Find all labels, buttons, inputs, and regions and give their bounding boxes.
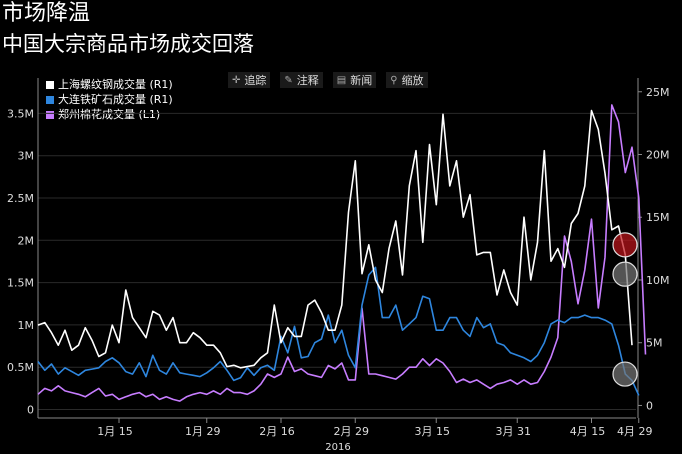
series-layer bbox=[37, 104, 647, 402]
legend-item-rebar: 上海螺纹钢成交量 (R1) bbox=[46, 77, 173, 92]
legend-swatch-iron bbox=[46, 95, 54, 104]
right-axis-tick-label: 25M bbox=[646, 86, 670, 99]
legend-swatch-rebar bbox=[46, 80, 54, 89]
series-line-cotton bbox=[37, 104, 647, 402]
right-axis: 0 5M 10M 15M 20M 25M bbox=[637, 78, 670, 418]
x-axis-tick-label: 1月 15 bbox=[97, 425, 133, 438]
left-axis: 0 0.5M 1M 1.5M 2M 2.5M 3M 3.5M bbox=[7, 78, 39, 418]
series-line-iron bbox=[37, 266, 640, 396]
grid-lines bbox=[38, 112, 636, 411]
left-axis-tick-label: 1M bbox=[18, 319, 35, 332]
x-axis-tick-label: 4月 15 bbox=[570, 425, 606, 438]
toolbar-news-label: 新闻 bbox=[350, 74, 373, 87]
left-axis-tick-label: 0 bbox=[27, 404, 34, 417]
x-axis-tick-label: 4月 29 bbox=[617, 425, 653, 438]
right-axis-tick-label: 10M bbox=[646, 274, 670, 287]
left-axis-tick-label: 0.5M bbox=[7, 361, 34, 374]
marker-cotton-latest bbox=[612, 261, 638, 287]
x-axis-tick-label: 1月 29 bbox=[185, 425, 221, 438]
toolbar-news-button[interactable]: ▤ 新闻 bbox=[332, 72, 377, 88]
toolbar-annotate-button[interactable]: ✎ 注释 bbox=[280, 72, 323, 88]
right-axis-tick-label: 20M bbox=[646, 149, 670, 162]
x-axis-tick-label: 2月 16 bbox=[259, 425, 295, 438]
pencil-icon: ✎ bbox=[284, 74, 293, 86]
x-axis-tick-label: 2月 29 bbox=[334, 425, 370, 438]
legend-item-cotton: 郑州棉花成交量 (L1) bbox=[46, 107, 173, 122]
legend-label-cotton: 郑州棉花成交量 (L1) bbox=[58, 108, 161, 121]
zoom-icon: ⚲ bbox=[390, 74, 398, 86]
legend-label-iron: 大连铁矿石成交量 (R1) bbox=[58, 93, 173, 106]
left-axis-tick-label: 1.5M bbox=[7, 277, 34, 290]
x-axis-year-label: 2016 bbox=[325, 442, 350, 453]
toolbar-track-button[interactable]: ✛ 追踪 bbox=[228, 72, 271, 88]
toolbar-track-label: 追踪 bbox=[244, 74, 267, 87]
series-line-rebar bbox=[37, 109, 633, 369]
marker-iron-latest bbox=[612, 361, 638, 387]
left-axis-tick-label: 2M bbox=[18, 234, 35, 247]
marker-layer bbox=[612, 232, 638, 387]
legend-swatch-cotton bbox=[46, 110, 54, 119]
toolbar-annotate-label: 注释 bbox=[296, 74, 319, 87]
chart-title: 市场降温 bbox=[2, 1, 91, 26]
toolbar-zoom-button[interactable]: ⚲ 缩放 bbox=[386, 72, 428, 88]
right-axis-tick-label: 0 bbox=[646, 399, 653, 412]
right-axis-tick-label: 15M bbox=[646, 211, 670, 224]
news-icon: ▤ bbox=[336, 74, 347, 86]
right-axis-tick-label: 5M bbox=[646, 337, 663, 350]
chart-toolbar: ✛ 追踪 ✎ 注释 ▤ 新闻 ⚲ 缩放 bbox=[228, 72, 428, 88]
left-axis-tick-label: 3M bbox=[18, 150, 35, 163]
marker-rebar-latest bbox=[612, 232, 638, 258]
x-axis: 1月 15 1月 29 2月 16 2月 29 3月 15 3月 31 4月 15 4月 29… bbox=[38, 417, 653, 453]
left-axis-tick-label: 2.5M bbox=[7, 192, 34, 205]
left-axis-tick-label: 3.5M bbox=[7, 107, 34, 120]
chart-subtitle: 中国大宗商品市场成交回落 bbox=[2, 32, 254, 56]
x-axis-tick-label: 3月 31 bbox=[496, 425, 532, 438]
toolbar-zoom-label: 缩放 bbox=[401, 74, 424, 87]
legend-label-rebar: 上海螺纹钢成交量 (R1) bbox=[58, 78, 173, 91]
chart-legend: 上海螺纹钢成交量 (R1) 大连铁矿石成交量 (R1) 郑州棉花成交量 (L1) bbox=[46, 77, 173, 122]
crosshair-icon: ✛ bbox=[232, 74, 241, 86]
legend-item-iron: 大连铁矿石成交量 (R1) bbox=[46, 92, 173, 107]
x-axis-tick-label: 3月 15 bbox=[415, 425, 451, 438]
